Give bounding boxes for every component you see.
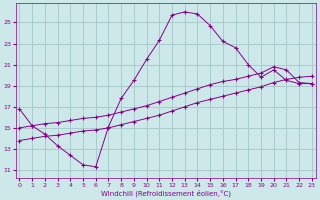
X-axis label: Windchill (Refroidissement éolien,°C): Windchill (Refroidissement éolien,°C) xyxy=(101,189,231,197)
